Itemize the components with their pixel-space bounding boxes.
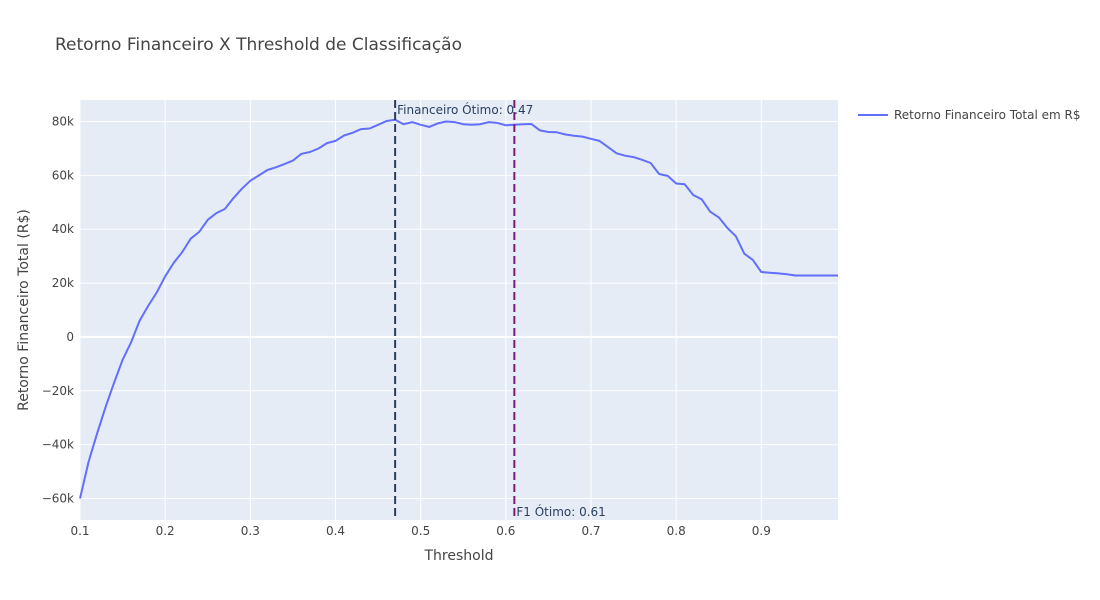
- x-tick-labels: 0.1 0.2 0.3 0.4 0.5 0.6 0.7 0.8 0.9: [70, 524, 770, 538]
- x-tick-label: 0.6: [496, 524, 515, 538]
- y-axis-title: Retorno Financeiro Total (R$): [16, 209, 32, 411]
- series-line[interactable]: [79, 118, 838, 499]
- y-tick-label: −40k: [42, 438, 74, 452]
- x-tick-label: 0.3: [241, 524, 260, 538]
- vertical-lines: Financeiro Ótimo: 0.47 F1 Ótimo: 0.61: [394, 100, 606, 520]
- x-tick-label: 0.5: [411, 524, 430, 538]
- series-layer: [79, 118, 838, 499]
- chart-title: Retorno Financeiro X Threshold de Classi…: [55, 35, 462, 55]
- vline-annotation: F1 Ótimo: 0.61: [516, 504, 605, 519]
- x-tick-label: 0.9: [752, 524, 771, 538]
- plot-background: [80, 100, 838, 520]
- vline-annotation: Financeiro Ótimo: 0.47: [397, 102, 533, 117]
- x-tick-label: 0.4: [326, 524, 345, 538]
- y-tick-label: 80k: [52, 115, 74, 129]
- y-tick-label: 20k: [52, 276, 74, 290]
- y-tick-label: 60k: [52, 168, 74, 182]
- x-tick-label: 0.8: [667, 524, 686, 538]
- x-tick-label: 0.1: [70, 524, 89, 538]
- y-tick-label: −60k: [42, 491, 74, 505]
- y-tick-labels: −60k −40k −20k 0 20k 40k 60k 80k: [42, 115, 74, 506]
- x-axis-title: Threshold: [424, 548, 494, 564]
- legend[interactable]: Retorno Financeiro Total em R$: [858, 108, 1080, 122]
- x-tick-label: 0.7: [581, 524, 600, 538]
- y-tick-label: −20k: [42, 384, 74, 398]
- grid: [79, 100, 838, 520]
- y-tick-label: 0: [66, 330, 74, 344]
- y-tick-label: 40k: [52, 222, 74, 236]
- x-tick-label: 0.2: [156, 524, 175, 538]
- legend-label: Retorno Financeiro Total em R$: [894, 108, 1080, 122]
